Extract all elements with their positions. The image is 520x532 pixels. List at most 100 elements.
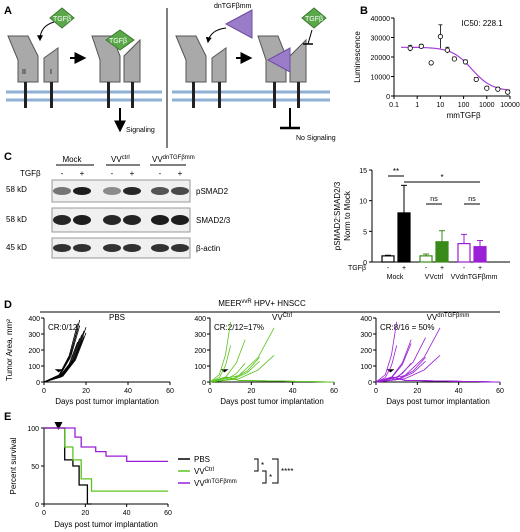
x-axis-label: Days post tumor implantation [386, 397, 490, 406]
x-tick-label: 20 [413, 388, 421, 395]
group-label: VVdnTGFβmm [451, 274, 498, 281]
band [53, 244, 71, 252]
data-point [418, 43, 424, 49]
data-point [407, 45, 413, 51]
sig-bracket [262, 470, 267, 484]
data-point [484, 85, 490, 91]
band [171, 187, 189, 195]
sig-bracket [254, 458, 259, 472]
y-axis-label-1: pSMAD2:SMAD2/3 [333, 181, 342, 250]
bar [419, 255, 433, 263]
tumor-trace [209, 327, 275, 383]
sig-label: * [269, 473, 272, 482]
y-tick-label: 0 [368, 380, 372, 387]
y-tick-label: 200 [28, 348, 40, 355]
tgfb-sign: - [425, 265, 428, 272]
tgfb-sign: - [61, 169, 64, 178]
band [53, 215, 71, 225]
receptor-ii-unbound-right [175, 35, 207, 108]
y-axis-label: Tumor Area, mm² [5, 319, 14, 381]
bar [397, 212, 411, 263]
data-point [428, 60, 434, 66]
x-tick-label: 40 [455, 388, 463, 395]
blot-bands: 58 kD 58 kD 45 kD pSMAD2 SMAD2/3 β-actin [6, 179, 231, 259]
panel-label-a: A [4, 5, 12, 17]
receptor-complex-bound: TGFβ [91, 29, 141, 108]
x-tick-label: 60 [164, 510, 172, 517]
band [73, 244, 91, 252]
y-tick-label: 200 [194, 348, 206, 355]
group-vvctrl: VVctrl [111, 155, 130, 164]
dn-tgfb-label: dnTGFβmm [214, 3, 252, 10]
x-tick-label: 40 [123, 510, 131, 517]
survival-curve [44, 427, 92, 505]
y-tick-label: 50 [31, 464, 39, 471]
panel-a: A II I TGFβ [4, 3, 336, 148]
fit-curve [401, 46, 511, 91]
x-tick-label: 60 [166, 388, 174, 395]
data-point [451, 56, 457, 62]
tumor-trace [375, 376, 501, 383]
tgfb-sign: - [159, 169, 162, 178]
band-label-smad23: SMAD2/3 [196, 216, 231, 225]
band [123, 215, 141, 225]
bar [435, 241, 449, 263]
tgfb-ligand-left: TGFβ [37, 7, 75, 42]
cr-label: CR:2/12=17% [214, 323, 264, 332]
x-axis-label: Days post tumor implantation [54, 520, 158, 529]
treatment-marker [386, 369, 395, 373]
y-tick-label: 0 [202, 380, 206, 387]
tumor-trace [209, 345, 232, 383]
panel-e: E 0 50 100 0 20 40 60 Days post tumor implantat… [4, 411, 293, 529]
panel-label-e: E [4, 411, 11, 423]
tgfb-label: TGFβ [53, 16, 71, 23]
treatment-marker [220, 369, 229, 373]
tumor-subplot: 0 100 200 300 400 0 20 40 60 Days post tumor impl… [28, 313, 174, 406]
x-tick-label: 40 [289, 388, 297, 395]
quantification-chart: 0 5 10 15 pSMAD2:SMAD2/3 Norm to Mock - + - + - + TG… [333, 167, 510, 281]
y-tick-label: 400 [28, 316, 40, 323]
x-tick-label: 20 [82, 388, 90, 395]
bar [473, 246, 487, 263]
subplot-title: VVdnTGFβmm [427, 313, 470, 322]
tumor-trace [209, 354, 275, 383]
band [73, 187, 91, 195]
quant-tgfb-label: TGFβ [348, 265, 366, 272]
y-tick-label: 300 [28, 332, 40, 339]
x-tick-label: 40 [124, 388, 132, 395]
blot-group-labels: Mock VVctrl VVdnTGFβmm TGFβ - + - + - + [20, 155, 195, 178]
panel-label-c: C [4, 151, 12, 163]
tumor-subplot: 0 100 200 300 400 0 20 40 60 Days post tumor impl… [360, 313, 504, 406]
group-vvdn: VVdnTGFβmm [152, 155, 195, 164]
sig-label: ns [430, 196, 438, 203]
mw-3: 45 kD [6, 243, 27, 252]
band [171, 215, 189, 225]
dn-tgfb-ligand: dnTGFβmm [205, 3, 253, 44]
receptor-complex-blocked [257, 35, 307, 108]
y-tick-label: 5 [363, 229, 367, 236]
tgfb-bound-label: TGFβ [109, 38, 127, 45]
band [123, 187, 141, 195]
ic50-annotation: IC50: 228.1 [461, 19, 503, 28]
survival-curve [44, 427, 168, 492]
x-tick-label: 1 [415, 102, 419, 109]
receptor-i-unbound: I [43, 47, 59, 108]
x-tick-label: 1000 [479, 102, 495, 109]
y-tick-label: 100 [194, 364, 206, 371]
subplot-title: PBS [109, 313, 125, 322]
tgfb-sign: + [130, 169, 135, 178]
band [171, 244, 189, 252]
bar [381, 255, 395, 263]
tgfb-sign: + [478, 265, 482, 272]
tumor-subplot: 0 100 200 300 400 0 20 40 60 Days post tumor impl… [194, 313, 338, 406]
y-tick-label: 0 [386, 94, 390, 101]
sig-label: * [261, 461, 264, 470]
x-tick-label: 0 [208, 388, 212, 395]
y-tick-label: 100 [360, 364, 372, 371]
tgfb-right-label: TGFβ [305, 16, 323, 23]
x-tick-label: 20 [81, 510, 89, 517]
sig-bracket [272, 458, 279, 484]
y-tick-label: 10 [359, 199, 367, 206]
band [151, 187, 169, 195]
